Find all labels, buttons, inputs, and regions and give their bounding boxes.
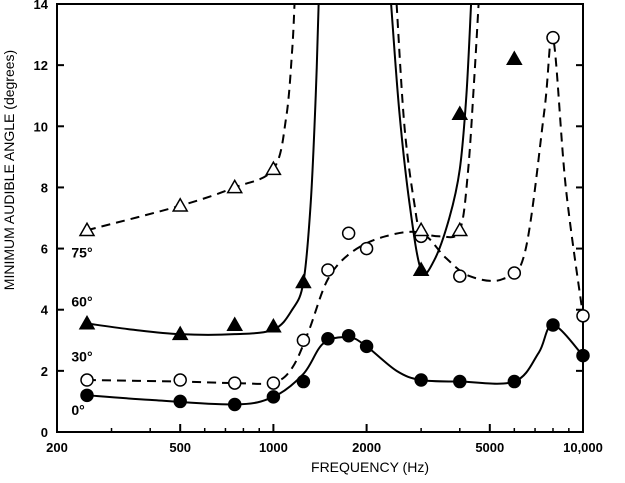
y-tick-label: 12: [34, 58, 48, 73]
data-point-open-circle: [453, 269, 467, 283]
series-line-0-segment-0: [86, 324, 583, 406]
y-tick-label: 6: [41, 242, 48, 257]
tick-labels: 0 2 4 6 8 10 12 14 200 500 1000 2000 5000 10,000: [34, 0, 603, 455]
data-point-filled-triangle: [265, 318, 282, 333]
data-point-filled-triangle: [171, 325, 189, 341]
data-point-filled-circle: [227, 397, 242, 412]
data-point-filled-triangle: [412, 261, 430, 276]
x-tick-label: 10,000: [563, 440, 603, 455]
series-line-3-segment-1: [395, 4, 480, 239]
data-point-filled-circle: [359, 339, 374, 354]
data-point-open-circle: [546, 30, 560, 45]
data-point-filled-circle: [546, 318, 560, 332]
series-labels: 0° 30° 60° 75°: [71, 245, 92, 418]
y-tick-label: 0: [41, 425, 48, 440]
data-point-filled-circle: [414, 373, 428, 387]
data-point-open-triangle: [226, 178, 244, 194]
data-point-filled-triangle: [295, 273, 312, 289]
y-tick-label: 4: [41, 303, 49, 318]
series-markers: [78, 30, 590, 412]
x-tick-label: 200: [46, 440, 68, 455]
x-tick-label: 500: [169, 440, 191, 455]
data-point-open-circle: [266, 376, 281, 390]
plot-frame: [56, 3, 584, 433]
data-point-open-triangle: [451, 221, 469, 237]
x-tick-label: 2000: [352, 440, 381, 455]
x-axis-title: FREQUENCY (Hz): [311, 459, 429, 475]
data-point-open-triangle: [78, 221, 96, 237]
data-point-filled-circle: [341, 328, 356, 343]
data-point-filled-circle: [507, 374, 522, 389]
data-point-filled-circle: [296, 374, 311, 389]
x-tick-label: 5000: [475, 440, 504, 455]
data-point-filled-circle: [80, 388, 94, 403]
data-point-open-triangle: [412, 221, 430, 237]
y-tick-label: 10: [34, 119, 48, 134]
data-point-open-triangle: [171, 197, 189, 212]
data-point-open-circle: [296, 333, 311, 348]
data-point-filled-triangle: [506, 50, 523, 66]
data-point-open-circle: [80, 373, 94, 387]
data-point-filled-triangle: [78, 314, 96, 330]
data-point-filled-triangle: [226, 316, 244, 331]
data-point-open-circle: [507, 266, 522, 280]
series-line-3-segment-0: [86, 4, 296, 232]
data-point-open-circle: [173, 373, 187, 387]
series-line-1-segment-0: [86, 34, 583, 385]
series-label: 60°: [71, 294, 92, 310]
data-point-open-triangle: [265, 160, 282, 176]
data-point-filled-circle: [576, 348, 590, 363]
data-point-open-circle: [227, 376, 242, 390]
data-point-open-circle: [321, 263, 335, 277]
y-tick-label: 2: [41, 364, 48, 379]
series-label: 75°: [71, 245, 92, 261]
data-point-open-circle: [576, 309, 590, 323]
series-line-2-segment-0: [86, 4, 320, 336]
data-point-filled-circle: [453, 374, 467, 389]
y-tick-label: 14: [34, 0, 49, 12]
y-axis-title: MINIMUM AUDIBLE ANGLE (degrees): [1, 50, 17, 290]
data-point-open-circle: [341, 226, 356, 241]
data-point-filled-circle: [321, 332, 335, 346]
series-line-2-segment-1: [390, 4, 473, 275]
x-tick-label: 1000: [259, 440, 288, 455]
data-point-open-circle: [359, 241, 374, 256]
y-tick-label: 8: [41, 180, 48, 195]
data-point-filled-triangle: [451, 105, 469, 121]
series-label: 30°: [71, 349, 92, 365]
data-point-filled-circle: [266, 390, 281, 404]
data-point-filled-circle: [173, 394, 187, 409]
axes: [56, 3, 584, 433]
series-label: 0°: [71, 402, 84, 418]
